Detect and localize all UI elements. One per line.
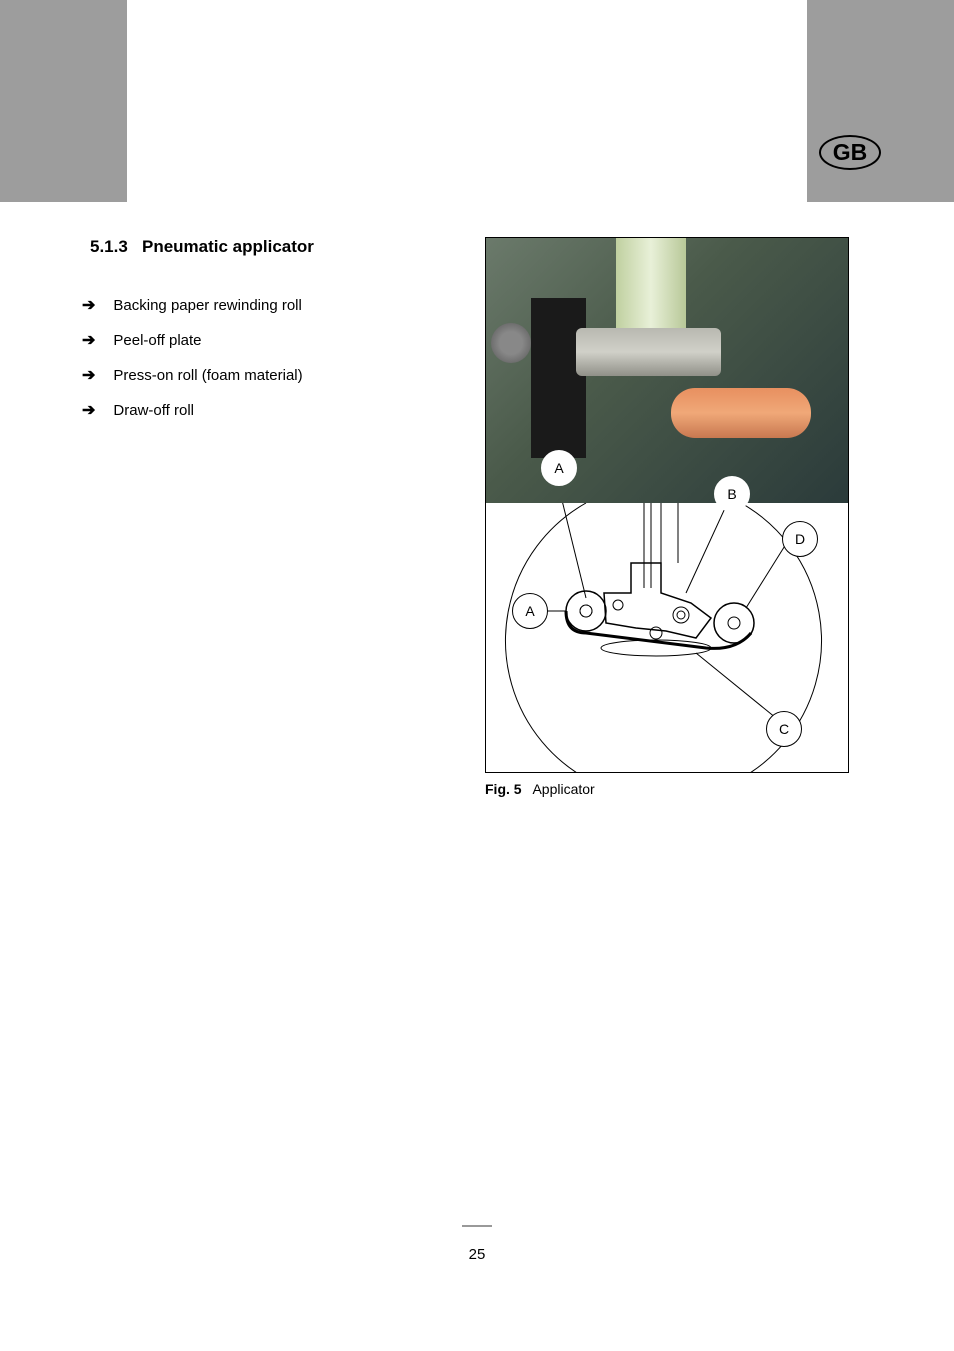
applicator-diagram: D A C	[486, 503, 848, 772]
arrow-icon: ➔	[82, 330, 95, 350]
country-badge: GB	[819, 135, 881, 170]
list-item: ➔ Press-on roll (foam material)	[82, 365, 303, 385]
figure-caption: Fig. 5 Applicator	[485, 781, 595, 797]
header-gray-right	[807, 0, 954, 202]
photo-knurled-roller	[576, 328, 721, 376]
list-item: ➔ Draw-off roll	[82, 400, 303, 420]
caption-text: Applicator	[532, 781, 594, 797]
arrow-icon: ➔	[82, 365, 95, 385]
section-title: 5.1.3 Pneumatic applicator	[90, 237, 314, 257]
figure-container: A B	[485, 237, 849, 773]
arrow-icon: ➔	[82, 295, 95, 315]
bullet-text: Draw-off roll	[113, 402, 194, 419]
list-item: ➔ Backing paper rewinding roll	[82, 295, 303, 315]
arrow-icon: ➔	[82, 400, 95, 420]
callout-label: A	[554, 460, 563, 476]
bullet-text: Backing paper rewinding roll	[113, 297, 301, 314]
callout-label: A	[525, 603, 534, 619]
photo-foam-roller	[671, 388, 811, 438]
callout-label: C	[779, 721, 789, 737]
page-footer: 25	[0, 1220, 954, 1263]
applicator-photo: A B	[486, 238, 848, 512]
callout-a-photo: A	[541, 450, 577, 486]
header-gray-left	[0, 0, 127, 202]
list-item: ➔ Peel-off plate	[82, 330, 303, 350]
callout-b-photo: B	[714, 476, 750, 512]
photo-wheel	[491, 323, 531, 363]
callout-a-diagram: A	[512, 593, 548, 629]
bullet-text: Press-on roll (foam material)	[113, 367, 302, 384]
section-heading: Pneumatic applicator	[142, 237, 314, 256]
photo-bracket	[531, 298, 586, 458]
page-number: 25	[0, 1246, 954, 1263]
caption-label: Fig. 5	[485, 781, 522, 797]
callout-label: B	[727, 486, 736, 502]
callout-label: D	[795, 531, 805, 547]
footer-divider	[462, 1225, 492, 1227]
bullet-list: ➔ Backing paper rewinding roll ➔ Peel-of…	[82, 295, 303, 435]
callout-d: D	[782, 521, 818, 557]
section-number: 5.1.3	[90, 237, 128, 256]
country-badge-text: GB	[833, 139, 868, 166]
bullet-text: Peel-off plate	[113, 332, 201, 349]
callout-c: C	[766, 711, 802, 747]
